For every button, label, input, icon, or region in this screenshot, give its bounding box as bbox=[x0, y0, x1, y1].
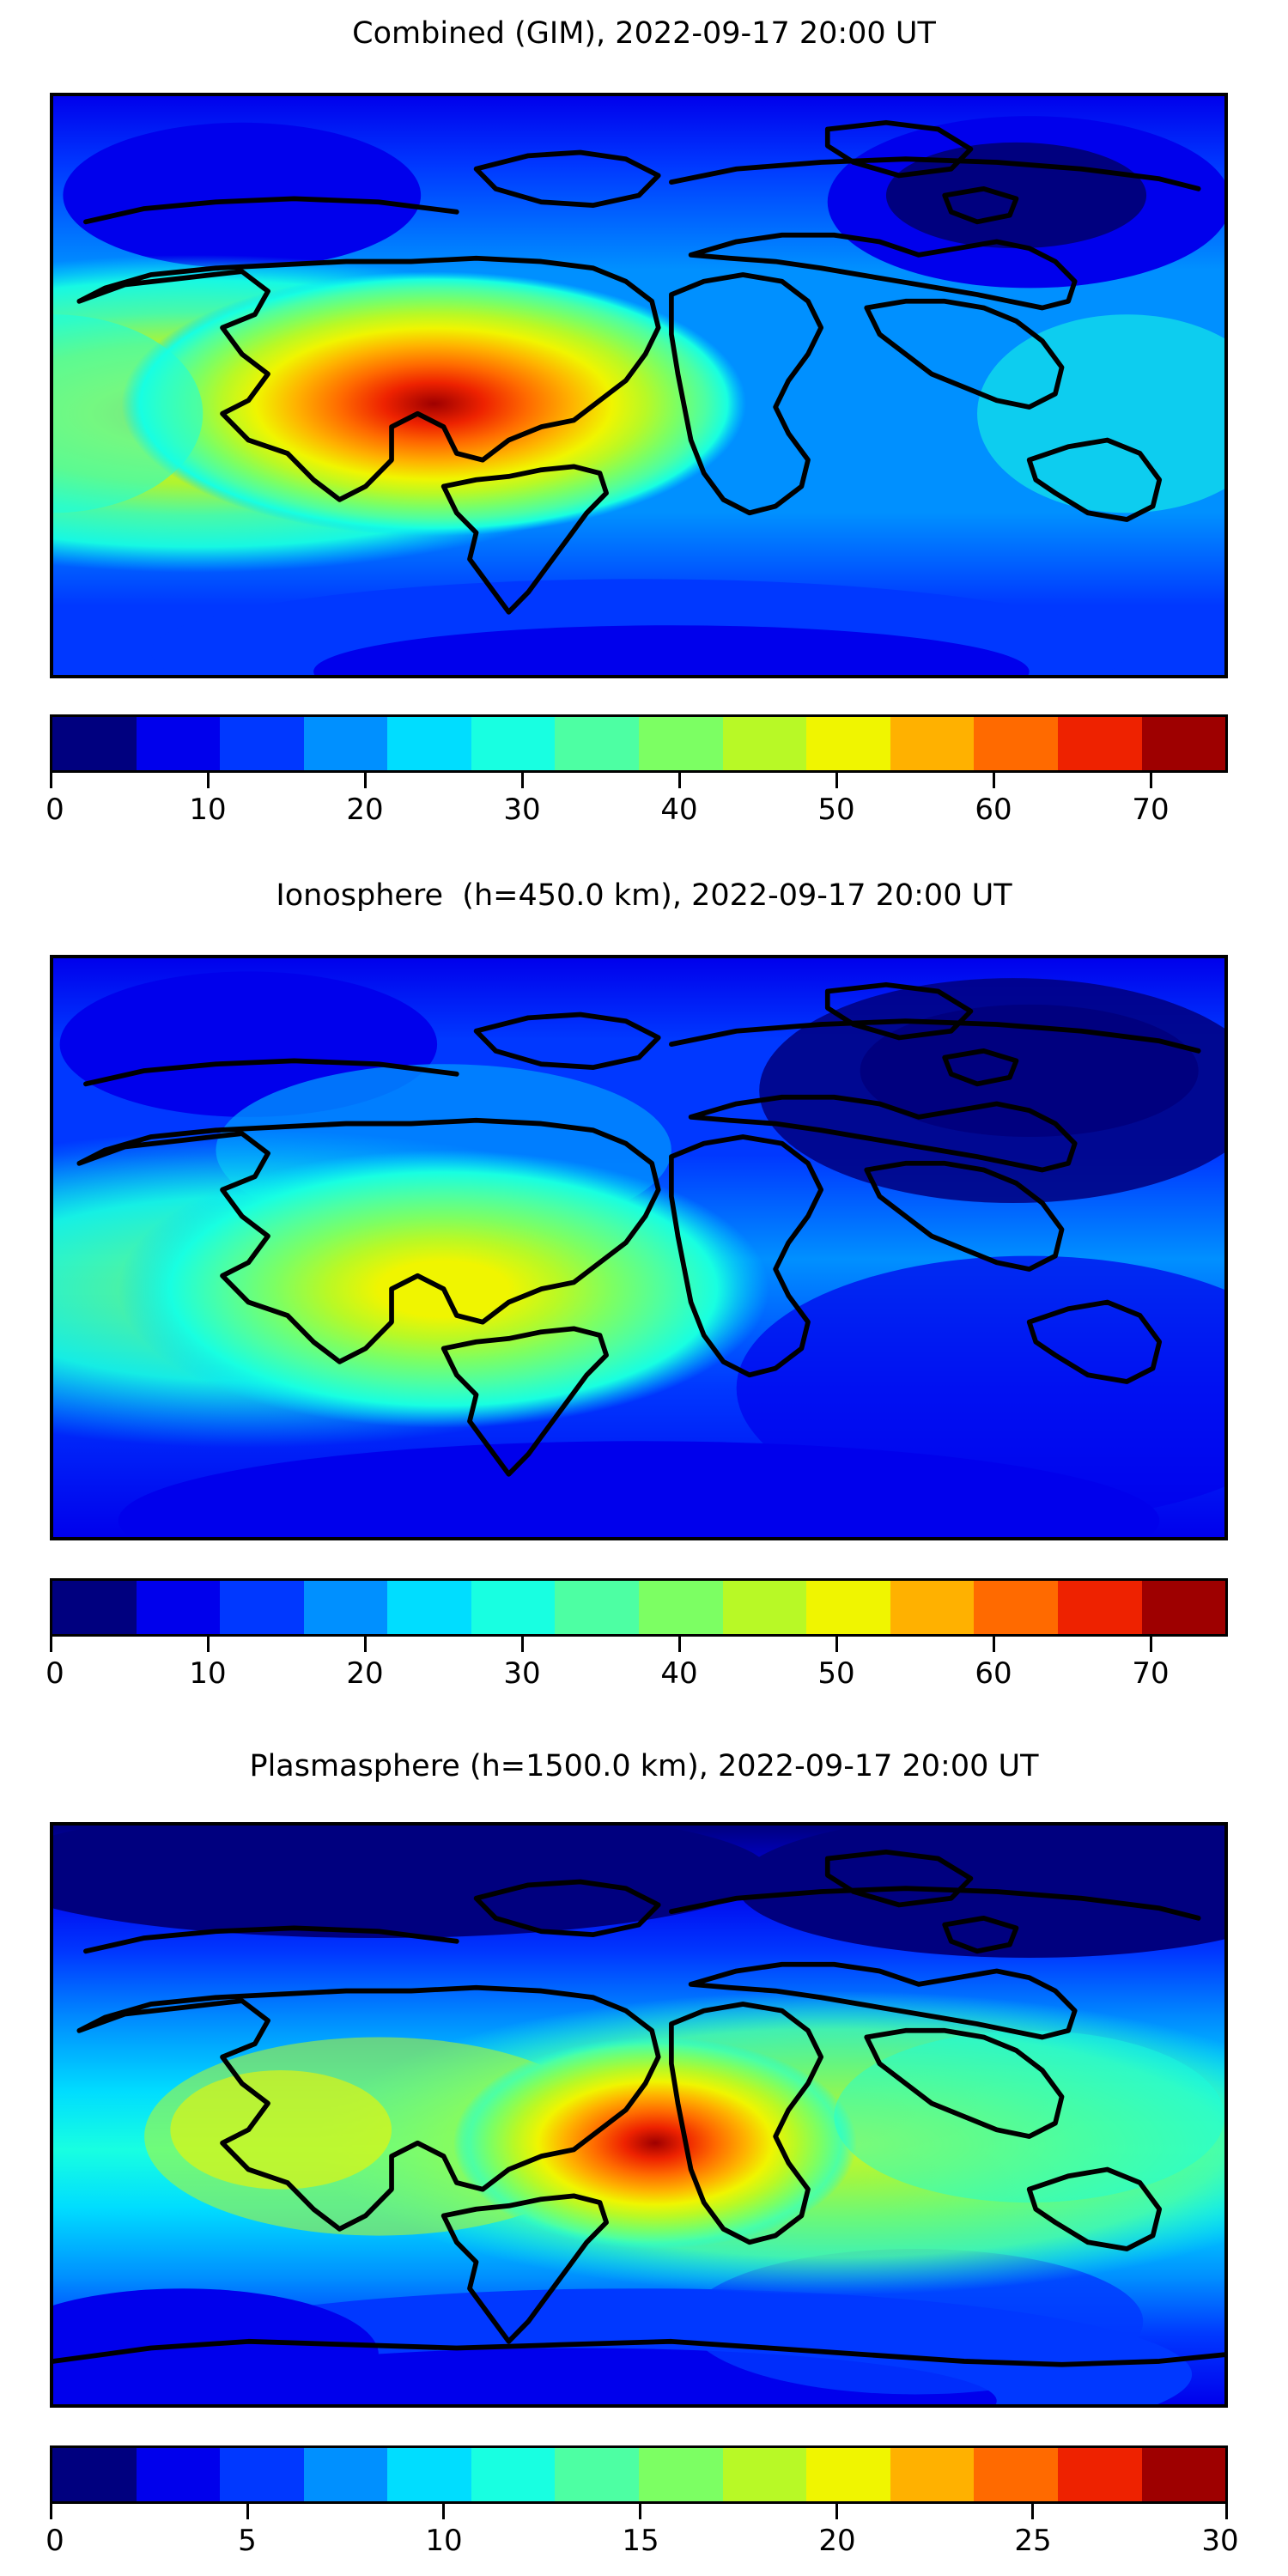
cbar-tick-label: 60 bbox=[975, 793, 1012, 827]
cbar-tick-label: 0 bbox=[46, 793, 64, 827]
cbar-band bbox=[555, 1581, 640, 1634]
colorbar-ionosphere-gradient bbox=[50, 1578, 1228, 1637]
cbar-band bbox=[1057, 2448, 1142, 2501]
colorbar-combined: 0 10 20 30 40 50 60 70 bbox=[46, 714, 1228, 835]
cbar-band bbox=[471, 717, 556, 770]
cbar-tick-label: 40 bbox=[660, 1656, 698, 1691]
cbar-tick-label: 0 bbox=[46, 1656, 64, 1691]
cbar-band bbox=[1141, 717, 1226, 770]
colorbar-plasmasphere-labels: 0 5 10 15 20 25 30 bbox=[46, 2521, 1238, 2561]
cbar-band bbox=[52, 1581, 137, 1634]
cbar-tick-label: 30 bbox=[503, 1656, 541, 1691]
colorbar-plasmasphere: 0 5 10 15 20 25 30 bbox=[46, 2445, 1239, 2566]
cbar-tick-label: 60 bbox=[975, 1656, 1012, 1691]
cbar-band bbox=[303, 2448, 388, 2501]
cbar-band bbox=[1141, 2448, 1226, 2501]
cbar-band bbox=[555, 2448, 640, 2501]
cbar-tick-label: 0 bbox=[46, 2524, 64, 2558]
cbar-band bbox=[220, 2448, 304, 2501]
cbar-tick-label: 10 bbox=[189, 793, 227, 827]
cbar-band bbox=[136, 1581, 221, 1634]
map-canvas-combined bbox=[53, 96, 1224, 675]
cbar-band bbox=[1057, 1581, 1142, 1634]
cbar-band bbox=[471, 1581, 556, 1634]
cbar-tick-label: 20 bbox=[818, 2524, 856, 2558]
map-plasmasphere bbox=[50, 1822, 1228, 2408]
panel-title-plasmasphere: Plasmasphere (h=1500.0 km), 2022-09-17 2… bbox=[249, 1749, 1039, 1783]
cbar-band bbox=[136, 2448, 221, 2501]
cbar-band bbox=[890, 2448, 975, 2501]
cbar-tick-label: 50 bbox=[817, 793, 855, 827]
map-canvas-plasmasphere bbox=[53, 1826, 1224, 2404]
map-combined bbox=[50, 93, 1228, 678]
colorbar-ionosphere-labels: 0 10 20 30 40 50 60 70 bbox=[46, 1654, 1228, 1693]
cbar-band bbox=[639, 1581, 723, 1634]
cbar-tick-label: 20 bbox=[346, 793, 384, 827]
map-canvas-ionosphere bbox=[53, 958, 1224, 1537]
cbar-band bbox=[639, 2448, 723, 2501]
cbar-band bbox=[974, 717, 1058, 770]
colorbar-combined-ticks bbox=[50, 773, 1228, 788]
cbar-band bbox=[555, 717, 640, 770]
panel-ionosphere: Ionosphere (h=450.0 km), 2022-09-17 20:0… bbox=[0, 859, 1288, 1726]
cbar-band bbox=[387, 717, 471, 770]
cbar-band bbox=[722, 1581, 807, 1634]
cbar-band bbox=[52, 2448, 137, 2501]
colorbar-plasmasphere-gradient bbox=[50, 2445, 1228, 2504]
cbar-band bbox=[220, 717, 304, 770]
cbar-band bbox=[806, 1581, 890, 1634]
cbar-tick-label: 40 bbox=[660, 793, 698, 827]
cbar-tick-label: 70 bbox=[1132, 1656, 1170, 1691]
cbar-band bbox=[1141, 1581, 1226, 1634]
cbar-tick-label: 10 bbox=[425, 2524, 463, 2558]
cbar-tick-label: 50 bbox=[817, 1656, 855, 1691]
cbar-band bbox=[471, 2448, 556, 2501]
panel-plasmasphere: Plasmasphere (h=1500.0 km), 2022-09-17 2… bbox=[0, 1726, 1288, 2576]
cbar-tick-label: 5 bbox=[238, 2524, 257, 2558]
cbar-tick-label: 20 bbox=[346, 1656, 384, 1691]
cbar-band bbox=[974, 1581, 1058, 1634]
cbar-band bbox=[387, 2448, 471, 2501]
cbar-tick-label: 70 bbox=[1132, 793, 1170, 827]
panel-title-combined: Combined (GIM), 2022-09-17 20:00 UT bbox=[352, 16, 936, 51]
cbar-tick-label: 15 bbox=[622, 2524, 659, 2558]
colorbar-plasmasphere-ticks bbox=[50, 2504, 1228, 2519]
cbar-band bbox=[639, 717, 723, 770]
colorbar-combined-gradient bbox=[50, 714, 1228, 773]
colorbar-combined-labels: 0 10 20 30 40 50 60 70 bbox=[46, 790, 1228, 829]
cbar-tick-label: 30 bbox=[503, 793, 541, 827]
cbar-tick-label: 30 bbox=[1201, 2524, 1239, 2558]
cbar-band bbox=[722, 717, 807, 770]
cbar-band bbox=[220, 1581, 304, 1634]
cbar-band bbox=[806, 717, 890, 770]
panel-combined: Combined (GIM), 2022-09-17 20:00 UT bbox=[0, 0, 1288, 859]
cbar-band bbox=[52, 717, 137, 770]
map-ionosphere bbox=[50, 955, 1228, 1540]
cbar-band bbox=[387, 1581, 471, 1634]
cbar-tick-label: 25 bbox=[1014, 2524, 1052, 2558]
cbar-band bbox=[1057, 717, 1142, 770]
colorbar-ionosphere: 0 10 20 30 40 50 60 70 bbox=[46, 1578, 1228, 1698]
cbar-band bbox=[806, 2448, 890, 2501]
cbar-band bbox=[974, 2448, 1058, 2501]
cbar-band bbox=[303, 1581, 388, 1634]
cbar-band bbox=[890, 1581, 975, 1634]
cbar-band bbox=[303, 717, 388, 770]
cbar-band bbox=[136, 717, 221, 770]
cbar-tick-label: 10 bbox=[189, 1656, 227, 1691]
panel-title-ionosphere: Ionosphere (h=450.0 km), 2022-09-17 20:0… bbox=[276, 878, 1012, 913]
cbar-band bbox=[722, 2448, 807, 2501]
cbar-band bbox=[890, 717, 975, 770]
colorbar-ionosphere-ticks bbox=[50, 1637, 1228, 1652]
